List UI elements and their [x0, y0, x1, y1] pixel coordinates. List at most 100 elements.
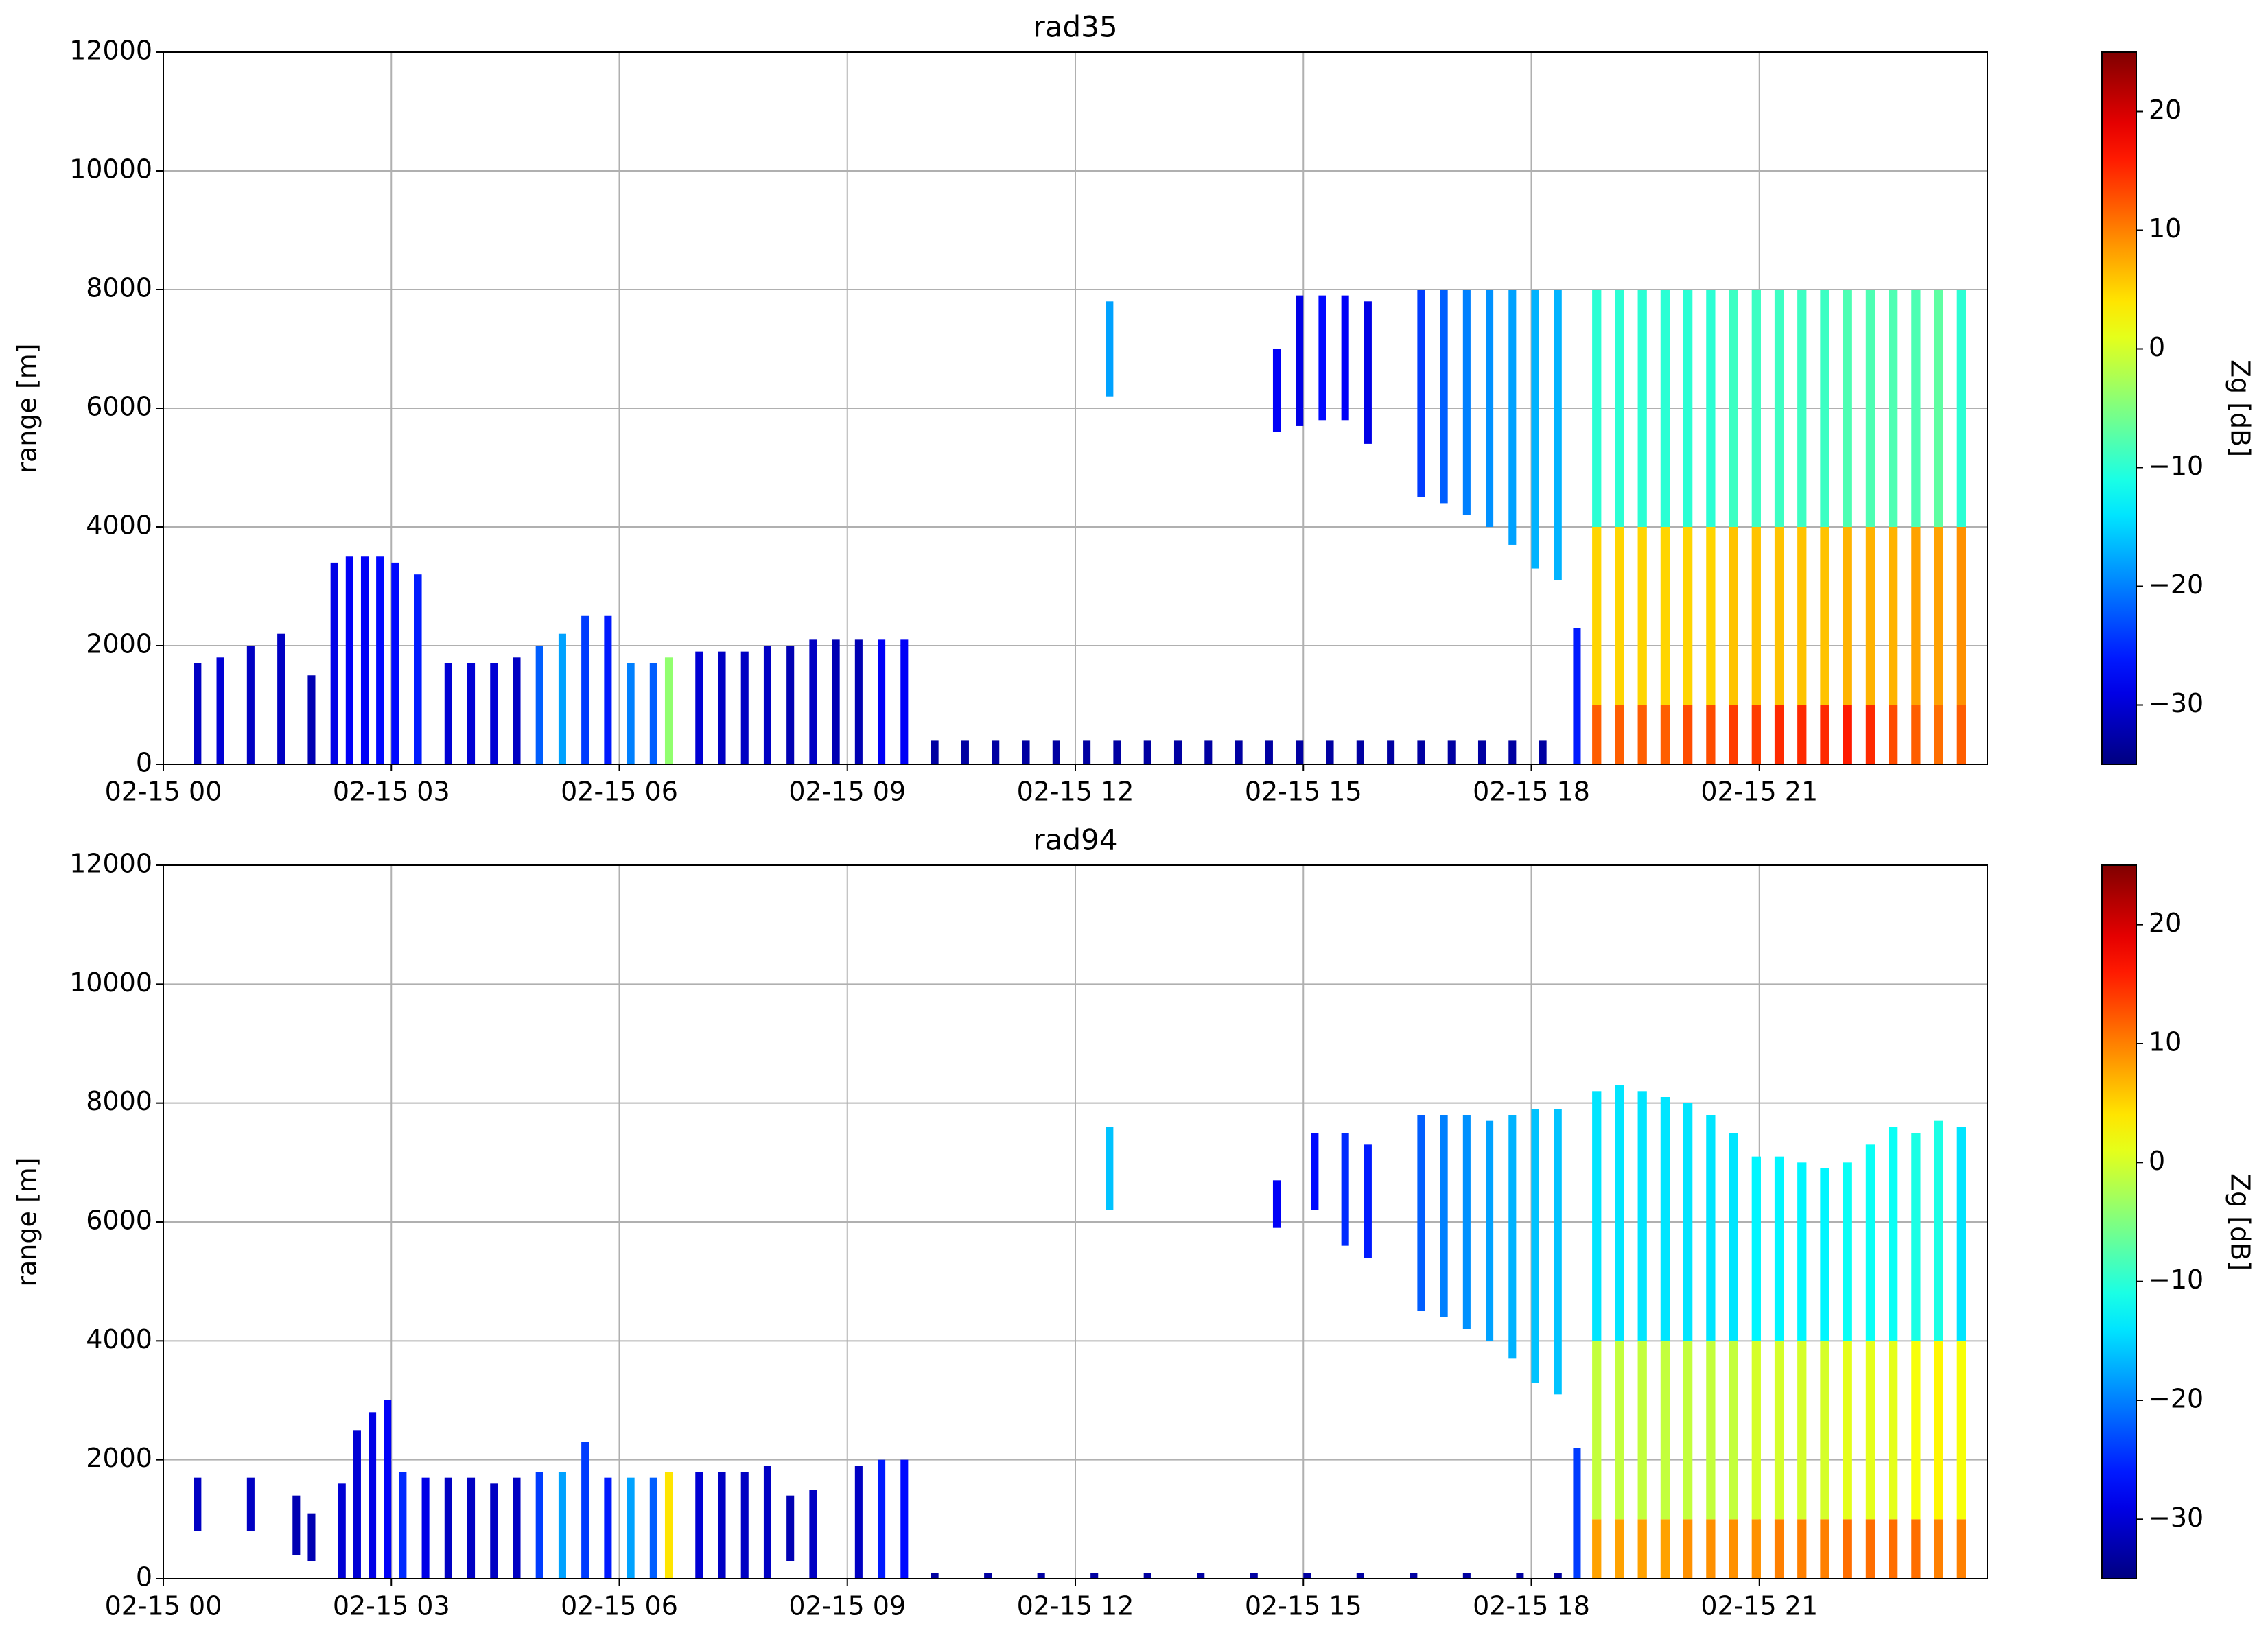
radar-cell — [1660, 1519, 1670, 1579]
radar-cell — [1615, 1085, 1624, 1341]
radar-cell — [900, 639, 909, 764]
radar-cell — [854, 1466, 863, 1579]
x-tick-label: 02-15 12 — [1017, 1591, 1134, 1621]
colorbar — [2101, 864, 2137, 1579]
radar-cell — [1889, 1519, 1898, 1579]
radar-cell — [1889, 290, 1898, 527]
radar-cell — [878, 1459, 886, 1579]
radar-cell — [490, 1483, 498, 1579]
radar-cell — [695, 651, 703, 764]
radar-cell — [718, 651, 726, 764]
radar-cell — [1729, 705, 1738, 764]
radar-cell — [1865, 1519, 1875, 1579]
y-tick-label: 0 — [136, 748, 152, 778]
radar-cell — [1592, 1091, 1602, 1341]
radar-cell — [718, 1472, 726, 1579]
radar-cell — [399, 1472, 407, 1579]
radar-cell — [535, 646, 543, 764]
radar-cell — [1311, 1133, 1319, 1210]
radar-cell — [763, 646, 771, 764]
radar-cell — [330, 562, 338, 764]
radar-cell — [1592, 705, 1602, 764]
x-tick-label: 02-15 00 — [105, 1591, 222, 1621]
radar-cell — [1204, 740, 1213, 764]
radar-cell — [369, 1412, 377, 1579]
radar-cell — [1637, 290, 1647, 527]
radar-cell — [1706, 1519, 1716, 1579]
x-tick-label: 02-15 06 — [561, 777, 678, 807]
radar-cell — [1417, 740, 1425, 764]
colorbar — [2101, 51, 2137, 765]
radar-cell — [1637, 527, 1647, 705]
radar-cell — [1797, 705, 1807, 764]
radar-cell — [1477, 740, 1486, 764]
radar-cell — [360, 556, 369, 764]
radar-cell — [1326, 740, 1334, 764]
radar-cell — [1751, 1341, 1761, 1520]
chart-title: rad94 — [1033, 823, 1117, 857]
radar-cell — [1751, 527, 1761, 705]
radar-cell — [1143, 740, 1151, 764]
radar-cell — [1911, 527, 1921, 705]
radar-cell — [513, 657, 521, 764]
y-tick-label: 12000 — [69, 36, 152, 66]
x-tick-label: 02-15 12 — [1017, 777, 1134, 807]
radar-cell — [809, 639, 817, 764]
radar-cell — [581, 1442, 589, 1579]
radar-cell — [1751, 1519, 1761, 1579]
radar-cell — [1410, 1573, 1418, 1579]
radar-cell — [1516, 1573, 1524, 1579]
radar-cell — [1387, 740, 1395, 764]
radar-cell — [1683, 1341, 1693, 1520]
colorbar-tick-label: −10 — [2149, 1265, 2203, 1295]
radar-cell — [1022, 740, 1030, 764]
radar-cell — [900, 1459, 909, 1579]
y-tick-label: 8000 — [86, 1086, 152, 1116]
radar-cell — [1660, 705, 1670, 764]
radar-cell — [1356, 1573, 1364, 1579]
radar-cell — [1729, 1519, 1738, 1579]
radar-cell — [1820, 527, 1829, 705]
radar-cell — [194, 1477, 202, 1531]
radar-cell — [1683, 527, 1693, 705]
radar-cell — [1934, 1519, 1943, 1579]
radar-cell — [664, 1472, 673, 1579]
colorbar-tick-label: 10 — [2149, 1027, 2182, 1057]
radar-cell — [961, 740, 969, 764]
x-tick-label: 02-15 15 — [1245, 777, 1362, 807]
radar-cell — [1173, 740, 1182, 764]
radar-cell — [1683, 290, 1693, 527]
radar-cell — [1508, 1115, 1517, 1359]
radar-cell — [307, 1513, 316, 1561]
radar-cell — [763, 1466, 771, 1579]
radar-cell — [1508, 740, 1517, 764]
radar-cell — [1865, 1341, 1875, 1520]
radar-cell — [391, 562, 399, 764]
radar-cell — [1843, 1519, 1852, 1579]
radar-cell — [1106, 1127, 1114, 1210]
y-tick-label: 6000 — [86, 1205, 152, 1236]
x-tick-label: 02-15 06 — [561, 1591, 678, 1621]
axes-frame — [163, 864, 1988, 1579]
radar-cell — [1106, 301, 1114, 397]
radar-cell — [627, 663, 635, 764]
radar-cell — [1865, 290, 1875, 527]
x-tick-label: 02-15 18 — [1473, 1591, 1590, 1621]
radar-cell — [992, 740, 1000, 764]
x-tick-label: 02-15 21 — [1700, 1591, 1818, 1621]
radar-cell — [1554, 290, 1562, 580]
radar-cell — [1660, 290, 1670, 527]
x-tick-label: 02-15 18 — [1473, 777, 1590, 807]
radar-cell — [1820, 1341, 1829, 1520]
radar-cell — [1934, 705, 1943, 764]
radar-cell — [1889, 1127, 1898, 1341]
chart-title: rad35 — [1033, 10, 1117, 44]
radar-cell — [1706, 1341, 1716, 1520]
radar-cell — [1956, 527, 1966, 705]
radar-cell — [1303, 1573, 1311, 1579]
radar-cell — [1637, 705, 1647, 764]
radar-cell — [664, 657, 673, 764]
colorbar-tick-label: 20 — [2149, 95, 2182, 125]
radar-cell — [1843, 290, 1852, 527]
y-tick-label: 0 — [136, 1562, 152, 1592]
